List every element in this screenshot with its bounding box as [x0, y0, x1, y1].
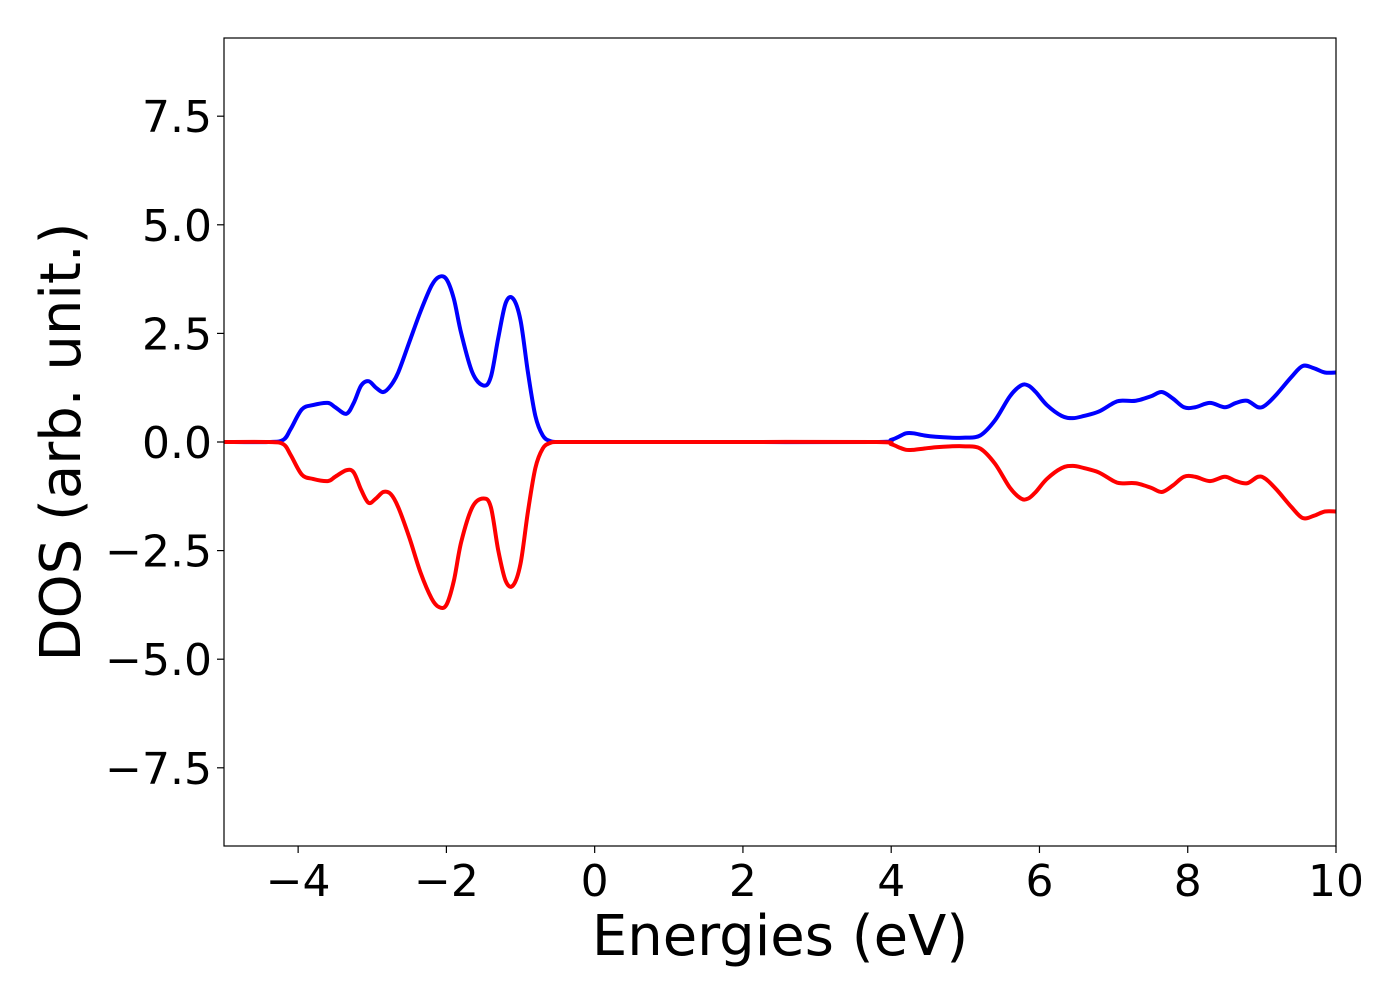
x-tick-label: 10: [1308, 856, 1364, 907]
series-layer: [223, 274, 1337, 611]
y-tick-label: 0.0: [142, 418, 212, 469]
series-line-spin-up: [223, 274, 1337, 445]
x-tick-label: 4: [877, 856, 905, 907]
series-line-spin-down: [223, 439, 1337, 611]
y-tick-label: 7.5: [142, 92, 212, 143]
x-tick-label: 2: [729, 856, 757, 907]
y-tick-label: −5.0: [105, 635, 212, 686]
ticks-layer: −4 −2 0 2 4 6 8 10 7.5 5.0 2.5 0.0 −2.5 −5.0 −7.5: [105, 92, 1364, 907]
y-tick-label: −7.5: [105, 744, 212, 795]
x-axis-title: Energies (eV): [592, 904, 968, 969]
x-tick-label: 6: [1025, 856, 1053, 907]
x-tick-label: −2: [414, 856, 479, 907]
y-axis-title: DOS (arb. unit.): [29, 222, 94, 661]
y-tick-label: 5.0: [142, 201, 212, 252]
x-tick-label: −4: [266, 856, 331, 907]
y-tick-label: −2.5: [105, 527, 212, 578]
y-tick-label: 2.5: [142, 309, 212, 360]
x-tick-label: 8: [1174, 856, 1202, 907]
x-tick-label: 0: [581, 856, 609, 907]
